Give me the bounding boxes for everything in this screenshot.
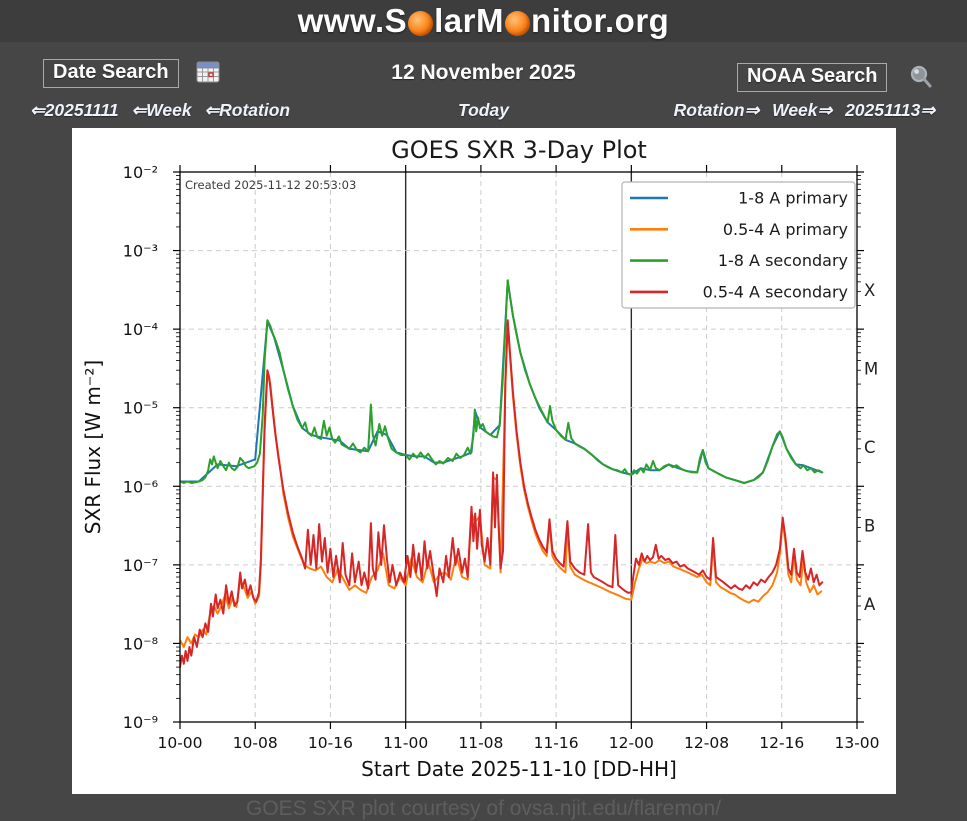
- toolbar: Date Search 12 November 2025 NOAA Search: [0, 58, 967, 92]
- svg-text:10⁻⁵: 10⁻⁵: [123, 399, 158, 418]
- flare-class-labels: X M C B A: [864, 281, 878, 614]
- sun-icon: [505, 10, 530, 36]
- svg-text:10⁻⁸: 10⁻⁸: [123, 634, 158, 653]
- prev-day-link[interactable]: ⇐20251111: [30, 100, 119, 120]
- date-nav-links: ⇐20251111 ⇐Week ⇐Rotation Today Rotation…: [0, 100, 967, 122]
- logo-text-1: www.S: [297, 2, 408, 39]
- prev-links-group: ⇐20251111 ⇐Week ⇐Rotation: [30, 100, 298, 121]
- svg-text:12-00: 12-00: [609, 734, 654, 752]
- next-links-group: Rotation⇒ Week⇒ 20251113⇒: [666, 100, 935, 121]
- credit-footer: GOES SXR plot courtesy of ovsa.njit.edu/…: [245, 797, 722, 820]
- goes-sxr-plot: GOES SXR 3-Day Plot 10-00 10-08 10-16 11-00…: [81, 136, 880, 781]
- created-note: Created 2025-11-12 20:53:03: [185, 178, 356, 192]
- plot-frame: [179, 171, 858, 723]
- date-search-button[interactable]: Date Search: [43, 59, 179, 88]
- svg-text:10⁻⁹: 10⁻⁹: [123, 713, 158, 732]
- svg-text:0.5-4 A primary: 0.5-4 A primary: [723, 220, 848, 239]
- chart-title: GOES SXR 3-Day Plot: [391, 136, 647, 164]
- svg-text:A: A: [864, 595, 876, 614]
- svg-text:12-08: 12-08: [684, 734, 729, 752]
- prev-rotation-link[interactable]: ⇐Rotation: [204, 100, 291, 120]
- chart-legend: 1-8 A primary 0.5-4 A primary 1-8 A second…: [621, 181, 856, 309]
- svg-text:11-16: 11-16: [534, 734, 579, 752]
- svg-text:1-8 A secondary: 1-8 A secondary: [718, 251, 848, 270]
- logo-text-3: nitor.org: [531, 2, 670, 39]
- svg-text:10-00: 10-00: [157, 734, 202, 752]
- chart-axes: 10-00 10-08 10-16 11-00 11-08 11-16 12-00 12-08…: [123, 163, 880, 752]
- prev-week-link[interactable]: ⇐Week: [131, 100, 192, 120]
- svg-text:M: M: [864, 359, 878, 378]
- noaa-search-button[interactable]: NOAA Search: [737, 63, 888, 92]
- x-axis-label: Start Date 2025-11-10 [DD-HH]: [361, 757, 677, 781]
- svg-text:B: B: [864, 517, 875, 536]
- svg-text:11-00: 11-00: [383, 734, 428, 752]
- chart-series-lines: [180, 279, 824, 669]
- svg-text:1-8 A primary: 1-8 A primary: [738, 189, 848, 208]
- svg-text:0.5-4 A secondary: 0.5-4 A secondary: [703, 282, 848, 301]
- svg-text:13-00: 13-00: [834, 734, 879, 752]
- next-week-link[interactable]: Week⇒: [772, 100, 833, 120]
- svg-text:C: C: [864, 438, 876, 457]
- svg-text:10⁻⁷: 10⁻⁷: [123, 556, 158, 575]
- current-date-heading: 12 November 2025: [391, 61, 576, 84]
- calendar-icon[interactable]: [196, 61, 220, 83]
- svg-text:10⁻²: 10⁻²: [123, 163, 158, 182]
- svg-text:10⁻⁶: 10⁻⁶: [123, 477, 158, 496]
- svg-text:12-16: 12-16: [759, 734, 804, 752]
- sun-icon: [408, 10, 434, 36]
- top-banner: www.S larM nitor.org: [0, 0, 967, 42]
- svg-text:X: X: [864, 281, 875, 300]
- svg-text:10-16: 10-16: [308, 734, 353, 752]
- goes-sxr-chart-panel: GOES SXR 3-Day Plot 10-00 10-08 10-16 11-00…: [72, 128, 896, 794]
- svg-text:10⁻⁴: 10⁻⁴: [123, 320, 158, 339]
- svg-text:11-08: 11-08: [458, 734, 503, 752]
- site-logo: www.S larM nitor.org: [298, 2, 670, 40]
- y-axis-label: SXR Flux [W m⁻²]: [81, 360, 105, 534]
- next-rotation-link[interactable]: Rotation⇒: [673, 100, 760, 120]
- logo-text-2: larM: [434, 2, 504, 39]
- svg-text:10-08: 10-08: [233, 734, 278, 752]
- svg-text:10⁻³: 10⁻³: [123, 242, 158, 261]
- magnifier-icon[interactable]: [908, 64, 934, 90]
- next-day-link[interactable]: 20251113⇒: [845, 100, 935, 120]
- today-link[interactable]: Today: [458, 100, 509, 120]
